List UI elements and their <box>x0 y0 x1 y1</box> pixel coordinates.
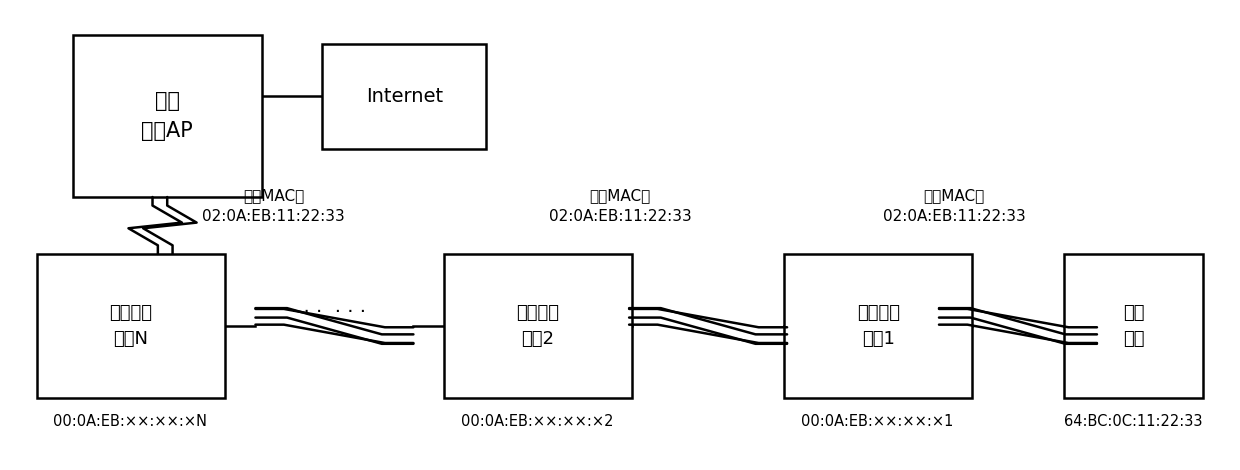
Text: 00:0A:EB:××:××:×N: 00:0A:EB:××:××:×N <box>53 414 207 429</box>
Text: 无线中继
设备1: 无线中继 设备1 <box>857 304 900 348</box>
Text: 虚拟MAC：
02:0A:EB:11:22:33: 虚拟MAC： 02:0A:EB:11:22:33 <box>883 188 1025 224</box>
Text: 00:0A:EB:××:××:×2: 00:0A:EB:××:××:×2 <box>461 414 614 429</box>
FancyBboxPatch shape <box>37 254 224 398</box>
FancyBboxPatch shape <box>784 254 972 398</box>
Text: 无线中继
设备N: 无线中继 设备N <box>109 304 153 348</box>
Text: 无线中继
设备2: 无线中继 设备2 <box>517 304 559 348</box>
Text: 64:BC:0C:11:22:33: 64:BC:0C:11:22:33 <box>1064 414 1202 429</box>
Text: 虚拟MAC：
02:0A:EB:11:22:33: 虚拟MAC： 02:0A:EB:11:22:33 <box>202 188 345 224</box>
Text: · · ·  · · ·: · · · · · · <box>291 303 366 322</box>
Text: Internet: Internet <box>366 87 443 106</box>
Text: 00:0A:EB:××:××:×1: 00:0A:EB:××:××:×1 <box>801 414 954 429</box>
FancyBboxPatch shape <box>1064 254 1203 398</box>
FancyBboxPatch shape <box>322 44 486 149</box>
FancyBboxPatch shape <box>444 254 632 398</box>
Text: 前端
无线AP: 前端 无线AP <box>141 91 193 141</box>
FancyBboxPatch shape <box>73 35 262 197</box>
Text: 后端
设备: 后端 设备 <box>1122 304 1145 348</box>
Text: 虚拟MAC：
02:0A:EB:11:22:33: 虚拟MAC： 02:0A:EB:11:22:33 <box>548 188 692 224</box>
